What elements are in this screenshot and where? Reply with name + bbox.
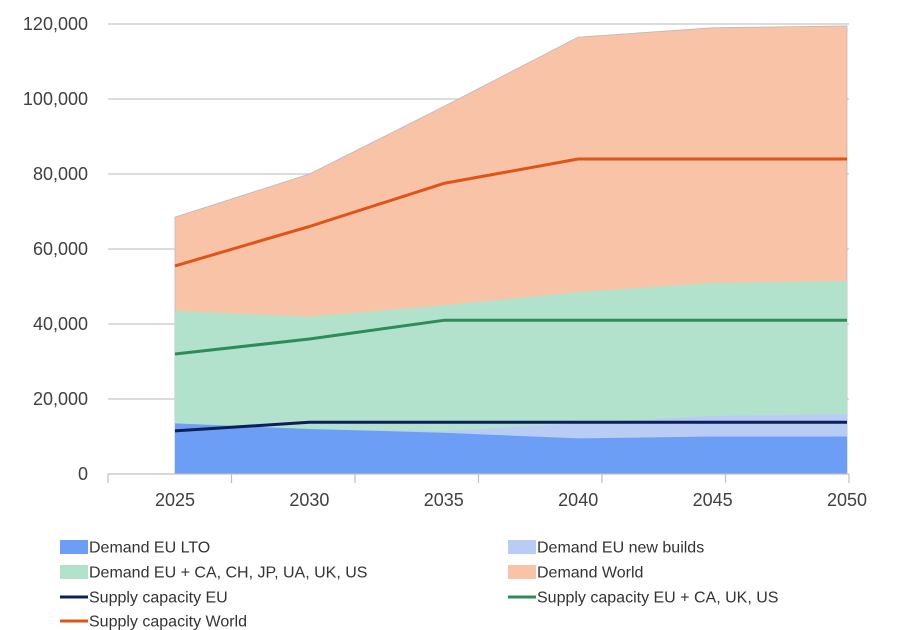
legend-item: Supply capacity World (60, 614, 247, 630)
x-tick-label: 2045 (693, 490, 733, 510)
y-tick-label: 100,000 (23, 89, 88, 109)
legend-label: Supply capacity EU + CA, UK, US (537, 590, 778, 607)
x-tick-label: 2035 (424, 490, 464, 510)
legend-swatch (60, 565, 88, 579)
legend-label: Demand EU + CA, CH, JP, UA, UK, US (89, 565, 367, 582)
y-tick-label: 60,000 (33, 239, 88, 259)
y-tick-label: 40,000 (33, 314, 88, 334)
legend-item: Demand World (508, 565, 643, 582)
legend-swatch (508, 540, 536, 554)
line-supply-capacity-eu (174, 420, 847, 433)
y-tick-label: 120,000 (23, 14, 88, 34)
y-tick-label: 0 (78, 464, 88, 484)
plot-lines (174, 157, 847, 433)
x-tick-label: 2025 (155, 490, 195, 510)
y-tick-label: 20,000 (33, 389, 88, 409)
plot-areas (174, 25, 848, 475)
line-supply-capacity-world (174, 157, 847, 268)
legend-item: Demand EU LTO (60, 540, 210, 557)
x-tick-label: 2040 (558, 490, 598, 510)
area-demand-eu-lto (175, 423, 847, 474)
legend-item: Supply capacity EU (60, 590, 228, 607)
legend-label: Supply capacity EU (89, 590, 228, 607)
legend-swatch (60, 540, 88, 554)
y-tick-label: 80,000 (33, 164, 88, 184)
legend-label: Demand World (537, 565, 643, 582)
legend-item: Demand EU new builds (508, 540, 704, 557)
legend-item: Demand EU + CA, CH, JP, UA, UK, US (60, 565, 367, 582)
legend: Demand EU LTO Demand EU new builds Demand … (60, 540, 778, 630)
legend-swatch (508, 565, 536, 579)
legend-label: Supply capacity World (89, 614, 247, 630)
legend-item: Supply capacity EU + CA, UK, US (508, 590, 778, 607)
axes: 0 20,000 40,000 60,000 80,000 100,000 120,000 2… (23, 14, 867, 510)
x-tick-label: 2030 (289, 490, 329, 510)
legend-label: Demand EU LTO (89, 540, 210, 557)
x-tick-label: 2050 (827, 490, 867, 510)
line-supply-capacity-eu-ca-uk-us (174, 318, 847, 356)
legend-label: Demand EU new builds (537, 540, 704, 557)
